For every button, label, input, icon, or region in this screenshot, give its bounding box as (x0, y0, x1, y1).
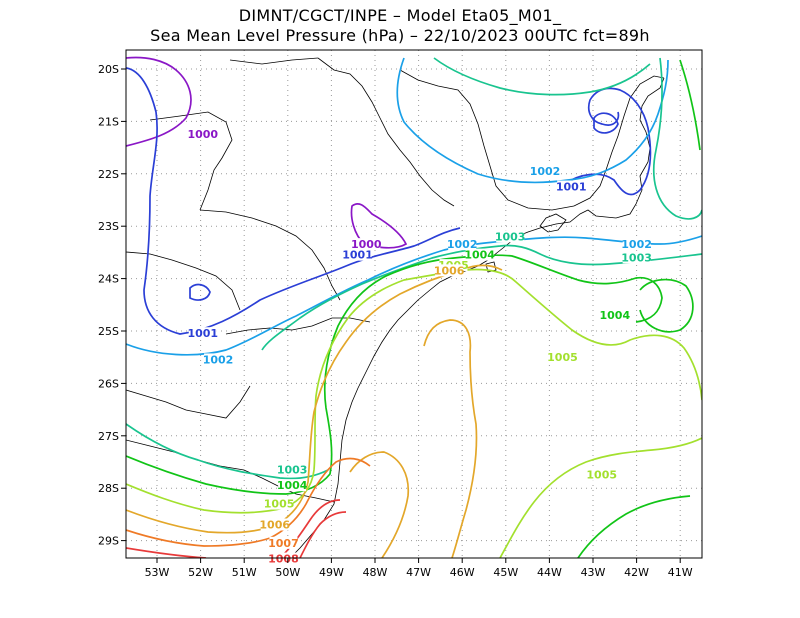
map-title: DIMNT/CGCT/INPE – Model Eta05_M01_ (238, 6, 562, 25)
contour-label: 1004 (464, 249, 495, 262)
contour-label-bg (587, 468, 616, 481)
isobar-1001-west (126, 67, 461, 335)
contour-label-bg (622, 238, 651, 251)
state-border-mg-es (573, 75, 665, 207)
contour-label: 1008 (268, 553, 299, 566)
isobar-1001-small-loop (189, 283, 211, 301)
lon-label: 43W (581, 566, 606, 579)
map-frame (125, 49, 703, 559)
contour-label: 1003 (495, 230, 526, 243)
contour-label: 1003 (621, 251, 652, 264)
lat-label: 20S (98, 63, 119, 76)
contour-label-bg (557, 180, 586, 193)
contour-label-bg (343, 248, 372, 261)
contour-label: 1000 (187, 128, 218, 141)
contour-label-bg (548, 350, 577, 363)
lon-label: 45W (493, 566, 518, 579)
lat-label: 22S (98, 168, 119, 181)
lat-label: 21S (98, 115, 119, 128)
longitude-labels: 53W 52W 51W 50W 49W 48W 47W 46W 45W 44W 43W 42W 41W (145, 558, 693, 579)
isobar-contours (126, 56, 702, 558)
contour-label: 1006 (259, 519, 290, 532)
lon-label: 49W (319, 566, 344, 579)
lat-label: 29S (98, 535, 119, 548)
contour-label-bg (278, 479, 307, 492)
contour-label: 1001 (556, 181, 587, 194)
contour-label-bg (448, 238, 477, 251)
lon-label: 48W (363, 566, 388, 579)
lat-label: 26S (98, 377, 119, 390)
latitude-labels: 20S 21S 22S 23S 24S 25S 26S 27S 28S 29S (98, 63, 126, 548)
state-border-sp-pr (199, 209, 341, 301)
isobar-1001-east (563, 87, 652, 196)
contour-label: 1002 (530, 165, 561, 178)
contour-label: 1001 (342, 249, 373, 262)
contour-label-bg (204, 353, 233, 366)
lon-label: 44W (537, 566, 562, 579)
isobar-1006 (126, 264, 503, 558)
contour-label-bg (496, 230, 525, 243)
contour-label-bg (278, 463, 307, 476)
country-border-argentina (126, 251, 241, 311)
isobar-1004-loop (639, 278, 694, 333)
contour-label-bg (188, 128, 217, 141)
state-border-ms (149, 111, 233, 211)
contour-label: 1005 (547, 351, 578, 364)
lon-label: 53W (145, 566, 170, 579)
isobar-1004 (126, 59, 701, 558)
lon-label: 50W (275, 566, 300, 579)
state-border-mg-sp (317, 57, 455, 207)
isobar-1001-east-loop (593, 112, 619, 134)
contour-label-bg (265, 497, 294, 510)
contour-label-bg (622, 251, 651, 264)
contour-label: 1004 (599, 309, 630, 322)
country-border-paraguay (126, 385, 251, 419)
contour-label: 1002 (621, 238, 652, 251)
isobar-1000-center (350, 203, 408, 249)
lon-label: 42W (624, 566, 649, 579)
state-border-mg-rj (399, 69, 575, 211)
map-subtitle: Sea Mean Level Pressure (hPa) – 22/10/20… (150, 26, 650, 45)
lat-label: 24S (98, 273, 119, 286)
isobar-1003-east (652, 57, 702, 220)
lon-label: 51W (232, 566, 257, 579)
lon-label: 46W (450, 566, 475, 579)
bay-outline-rj (539, 213, 567, 233)
isobar-1009 (299, 511, 347, 558)
isobar-1008 (126, 499, 341, 558)
contour-label: 1001 (187, 327, 218, 340)
contour-label: 1002 (447, 238, 478, 251)
contour-label: 1005 (586, 469, 617, 482)
contour-label: 1004 (277, 479, 308, 492)
contour-label-bg (352, 238, 381, 251)
contour-label-bg (531, 164, 560, 177)
contour-label-bg (260, 518, 289, 531)
contour-label: 1005 (264, 498, 295, 511)
lon-label: 47W (406, 566, 431, 579)
lat-label: 28S (98, 482, 119, 495)
contour-label: 1007 (268, 537, 299, 550)
lon-label: 41W (668, 566, 693, 579)
contour-label-bg (269, 536, 298, 549)
contour-label: 1003 (277, 463, 308, 476)
contour-label-bg (188, 327, 217, 340)
lat-label: 25S (98, 325, 119, 338)
contour-label-bg (269, 552, 298, 565)
contour-labels: 1000100010011001100110021002100210021003… (187, 128, 652, 566)
contour-label-bg (600, 308, 629, 321)
state-border-go (229, 57, 319, 65)
contour-label: 1000 (351, 238, 382, 251)
contour-label: 1006 (434, 264, 465, 277)
lat-label: 27S (98, 430, 119, 443)
lon-label: 52W (188, 566, 213, 579)
contour-label: 1002 (203, 353, 234, 366)
isobar-1000-west (126, 56, 192, 147)
contour-label-bg (435, 264, 464, 277)
contour-label-bg (465, 248, 494, 261)
lat-label: 23S (98, 220, 119, 233)
